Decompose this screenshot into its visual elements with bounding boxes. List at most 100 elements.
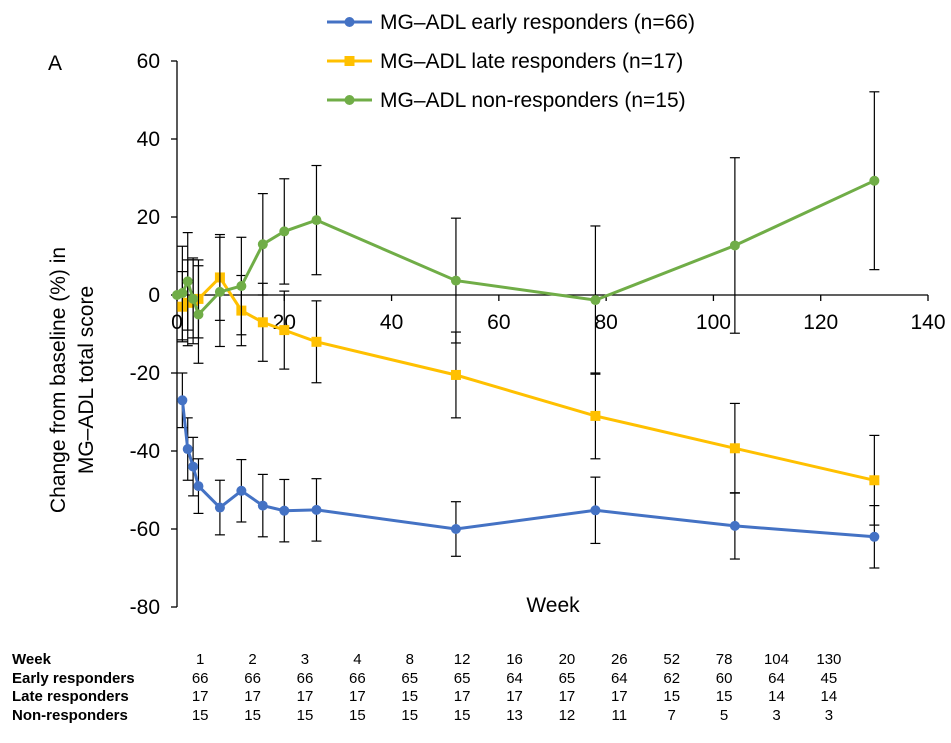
- legend-swatch-marker: [345, 56, 355, 66]
- legend: MG–ADL early responders (n=66)MG–ADL lat…: [327, 11, 695, 112]
- data-point: [451, 524, 461, 534]
- data-point: [311, 505, 321, 515]
- table-cell: 15: [384, 688, 436, 707]
- table-cell: 62: [646, 670, 698, 689]
- table-cell: 3: [803, 707, 855, 726]
- data-point: [236, 281, 246, 291]
- table-cell: 15: [698, 688, 750, 707]
- table-cell: 60: [698, 670, 750, 689]
- x-tick-label: 60: [487, 311, 510, 334]
- table-cell: 15: [384, 707, 436, 726]
- panel-label: A: [48, 52, 62, 75]
- data-point: [193, 481, 203, 491]
- row-label: Early responders: [12, 670, 174, 689]
- table-cell: 17: [593, 688, 645, 707]
- table-cell: 66: [331, 670, 383, 689]
- series-line: [182, 400, 874, 537]
- data-point: [311, 337, 321, 347]
- y-axis-title-line-1: Change from baseline (%) in: [47, 247, 70, 513]
- data-point: [590, 505, 600, 515]
- data-point: [279, 325, 289, 335]
- data-point: [258, 239, 268, 249]
- row-label: Late responders: [12, 688, 174, 707]
- legend-swatch-marker: [345, 95, 355, 105]
- table-cell: 65: [384, 670, 436, 689]
- table-row: Non-responders 15 15 15 15 15 15 13 12 11 7 5 3 3: [12, 707, 855, 726]
- data-point: [730, 240, 740, 250]
- data-point: [183, 276, 193, 286]
- table-cell: 17: [488, 688, 540, 707]
- x-axis-title: Week: [526, 594, 580, 617]
- data-point: [730, 521, 740, 531]
- series-line: [182, 278, 874, 481]
- data-point: [590, 295, 600, 305]
- table-cell: 15: [226, 707, 278, 726]
- line-chart: A Change from baseline (%) in MG–ADL tot…: [0, 0, 951, 645]
- table-row: Early responders 66 66 66 66 65 65 64 65 64 62 60 64…: [12, 670, 855, 689]
- table-cell: 15: [646, 688, 698, 707]
- x-tick-label: 40: [380, 311, 403, 334]
- data-point: [183, 444, 193, 454]
- table-cell: 12: [436, 651, 488, 670]
- row-label: Week: [12, 651, 174, 670]
- table-cell: 66: [279, 670, 331, 689]
- data-point: [869, 176, 879, 186]
- x-tick-label: 100: [696, 311, 731, 334]
- x-tick-label: 80: [594, 311, 617, 334]
- y-tick-label: 60: [137, 50, 160, 73]
- table-cell: 17: [436, 688, 488, 707]
- data-point: [590, 411, 600, 421]
- table-cell: 65: [541, 670, 593, 689]
- x-tick-label: 140: [910, 311, 945, 334]
- table-cell: 64: [593, 670, 645, 689]
- data-point: [215, 503, 225, 513]
- series-0: [177, 373, 879, 568]
- table-cell: 66: [226, 670, 278, 689]
- table-cell: 12: [541, 707, 593, 726]
- table-cell: 15: [436, 707, 488, 726]
- data-point: [177, 395, 187, 405]
- table-row: Week 1 2 3 4 8 12 16 20 26 52 78 104 130: [12, 651, 855, 670]
- table-cell: 65: [436, 670, 488, 689]
- row-label: Non-responders: [12, 707, 174, 726]
- table-cell: 45: [803, 670, 855, 689]
- table-row: Late responders 17 17 17 17 15 17 17 17 17 15 15 14 1…: [12, 688, 855, 707]
- table-cell: 7: [646, 707, 698, 726]
- legend-swatch-marker: [345, 17, 355, 27]
- data-point: [730, 443, 740, 453]
- table-cell: 17: [226, 688, 278, 707]
- table-cell: 104: [750, 651, 802, 670]
- y-tick-label: 20: [137, 206, 160, 229]
- table-cell: 17: [174, 688, 226, 707]
- table-cell: 14: [750, 688, 802, 707]
- table-cell: 1: [174, 651, 226, 670]
- data-point: [258, 317, 268, 327]
- table-cell: 15: [174, 707, 226, 726]
- table-cell: 17: [541, 688, 593, 707]
- table-cell: 64: [750, 670, 802, 689]
- y-tick-label: -20: [130, 362, 160, 385]
- table-cell: 26: [593, 651, 645, 670]
- legend-label: MG–ADL late responders (n=17): [380, 50, 683, 73]
- x-tick-label: 120: [803, 311, 838, 334]
- table-cell: 5: [698, 707, 750, 726]
- data-point: [279, 506, 289, 516]
- data-point: [279, 226, 289, 236]
- table-cell: 52: [646, 651, 698, 670]
- series-1: [177, 235, 879, 526]
- data-point: [236, 486, 246, 496]
- data-point: [869, 475, 879, 485]
- table-cell: 4: [331, 651, 383, 670]
- table-cell: 17: [331, 688, 383, 707]
- data-point: [177, 288, 187, 298]
- legend-label: MG–ADL non-responders (n=15): [380, 89, 686, 112]
- y-axis-title-line-2: MG–ADL total score: [75, 286, 98, 474]
- patients-at-risk-table: Week 1 2 3 4 8 12 16 20 26 52 78 104 130 Early respond…: [12, 651, 855, 725]
- data-point: [451, 370, 461, 380]
- table-cell: 14: [803, 688, 855, 707]
- table-cell: 15: [279, 707, 331, 726]
- data-point: [188, 462, 198, 472]
- table-cell: 3: [279, 651, 331, 670]
- table-cell: 130: [803, 651, 855, 670]
- table-cell: 2: [226, 651, 278, 670]
